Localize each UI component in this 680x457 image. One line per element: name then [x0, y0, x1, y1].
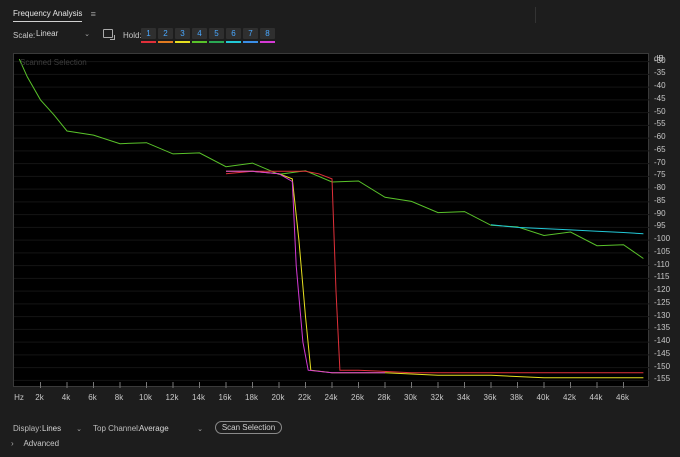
y-tick-label: -30 [654, 55, 666, 65]
y-tick-label: -65 [654, 144, 666, 154]
x-tick-label: 38k [510, 393, 523, 402]
x-tick-label: 4k [61, 393, 71, 402]
x-tick-label: 22k [298, 393, 311, 402]
panel-title[interactable]: Frequency Analysis [13, 9, 83, 22]
y-tick-label: -90 [654, 208, 666, 218]
x-tick-label: 46k [616, 393, 629, 402]
x-tick-label: 40k [536, 393, 550, 402]
y-tick-label: -135 [654, 323, 671, 333]
x-tick-label: 24k [324, 393, 338, 402]
advanced-toggle[interactable]: › Advanced [11, 439, 59, 448]
x-tick-label: 28k [377, 393, 391, 402]
chevron-down-icon: ⌄ [84, 31, 90, 38]
y-tick-label: -60 [654, 132, 666, 142]
chevron-down-icon: ⌄ [197, 426, 203, 433]
display-label: Display: [13, 424, 42, 433]
bottom-toolbar: Display: Lines ⌄ Top Channel: Average ⌄ … [13, 421, 673, 439]
hold-label: Hold: [123, 31, 142, 40]
header-divider [535, 7, 536, 23]
y-unit-label: dB [654, 54, 664, 63]
hold-button-1[interactable]: 1 [141, 28, 156, 43]
y-tick-label: -105 [654, 246, 671, 256]
display-value: Lines [42, 424, 62, 433]
hold-color-swatch [158, 41, 173, 43]
panel-menu-icon[interactable]: ≡ [90, 9, 96, 19]
y-tick-label: -150 [654, 361, 671, 371]
x-tick-label: 26k [351, 393, 364, 402]
x-tick-label: 8k [114, 393, 124, 402]
scan-selection-button[interactable]: Scan Selection [215, 421, 282, 434]
hold-button-8[interactable]: 8 [260, 28, 275, 43]
hold-color-swatch [175, 41, 190, 43]
y-tick-label: -75 [654, 170, 666, 180]
y-tick-label: -110 [654, 259, 670, 269]
series-line-2 [490, 224, 644, 235]
hold-color-swatch [226, 41, 241, 43]
top-channel-label: Top Channel: [93, 424, 141, 433]
scale-label: Scale: [13, 31, 36, 40]
hold-button-7[interactable]: 7 [243, 28, 258, 43]
y-axis: dB -30 -35 -40 -45 -50 -55 -60 -65 -70 -75 -80 -85 -… [650, 53, 680, 387]
y-tick-label: -115 [654, 272, 670, 282]
display-select[interactable]: Lines ⌄ [42, 422, 84, 437]
hold-color-swatch [243, 41, 258, 43]
x-tick-label: 16k [218, 393, 232, 402]
y-tick-label: -80 [654, 183, 666, 193]
x-tick-label: 6k [88, 393, 97, 402]
x-tick-label: 30k [404, 393, 417, 402]
y-tick-label: -40 [654, 81, 666, 91]
x-axis: Hz 2k 4k 6k 8k 10k 12k 14k 16k 18k 20k 22k 24k 26k 28k… [13, 390, 649, 402]
x-tick-label: 42k [563, 393, 576, 402]
frequency-plot[interactable]: Scanned Selection [13, 53, 650, 388]
top-channel-value: Average [139, 424, 169, 433]
y-tick-label: -85 [654, 195, 666, 205]
advanced-label: Advanced [23, 439, 60, 448]
chevron-down-icon: ⌄ [76, 426, 82, 433]
y-tick-label: -95 [654, 221, 666, 231]
x-tick-label: 2k [35, 393, 44, 402]
y-tick-label: -45 [654, 93, 666, 103]
spectrum-chart [14, 58, 650, 388]
hold-button-6[interactable]: 6 [226, 28, 241, 43]
x-tick-label: 44k [589, 393, 603, 402]
y-tick-label: -125 [654, 297, 671, 307]
hold-color-swatch [209, 41, 224, 43]
y-tick-label: -100 [654, 234, 671, 244]
series-line-5 [226, 170, 385, 374]
x-tick-label: 32k [430, 393, 444, 402]
hold-button-3[interactable]: 3 [175, 28, 190, 43]
hold-button-4[interactable]: 4 [192, 28, 207, 43]
y-tick-label: -35 [654, 68, 666, 78]
x-tick-label: 20k [271, 393, 285, 402]
panel-header: Frequency Analysis ≡ [0, 0, 680, 27]
x-tick-label: 18k [245, 393, 258, 402]
x-tick-label: 10k [139, 393, 152, 402]
hold-color-swatch [192, 41, 207, 43]
chevron-right-icon: › [11, 439, 14, 448]
y-tick-label: -130 [654, 310, 671, 320]
scale-select[interactable]: Linear ⌄ [36, 27, 92, 42]
y-tick-label: -70 [654, 157, 666, 167]
scale-value: Linear [36, 29, 59, 38]
series-line-3 [225, 170, 644, 374]
x-tick-label: 34k [457, 393, 470, 402]
x-tick-label: 36k [483, 393, 497, 402]
y-tick-label: -50 [654, 106, 666, 116]
x-tick-label: 14k [192, 393, 205, 402]
y-tick-label: -120 [654, 285, 671, 295]
hold-button-5[interactable]: 5 [209, 28, 224, 43]
hold-color-swatch [260, 41, 275, 43]
x-tick-label: 12k [165, 393, 179, 402]
plot-watermark: Scanned Selection [20, 58, 87, 67]
hold-color-swatch [141, 41, 156, 43]
x-tick-label: Hz [14, 393, 24, 402]
y-tick-label: -155 [654, 374, 671, 384]
y-tick-label: -140 [654, 336, 671, 346]
top-channel-select[interactable]: Average ⌄ [139, 422, 205, 437]
y-tick-label: -55 [654, 119, 666, 129]
snapshot-icon[interactable] [103, 29, 115, 40]
y-tick-label: -145 [654, 348, 671, 358]
hold-button-2[interactable]: 2 [158, 28, 173, 43]
